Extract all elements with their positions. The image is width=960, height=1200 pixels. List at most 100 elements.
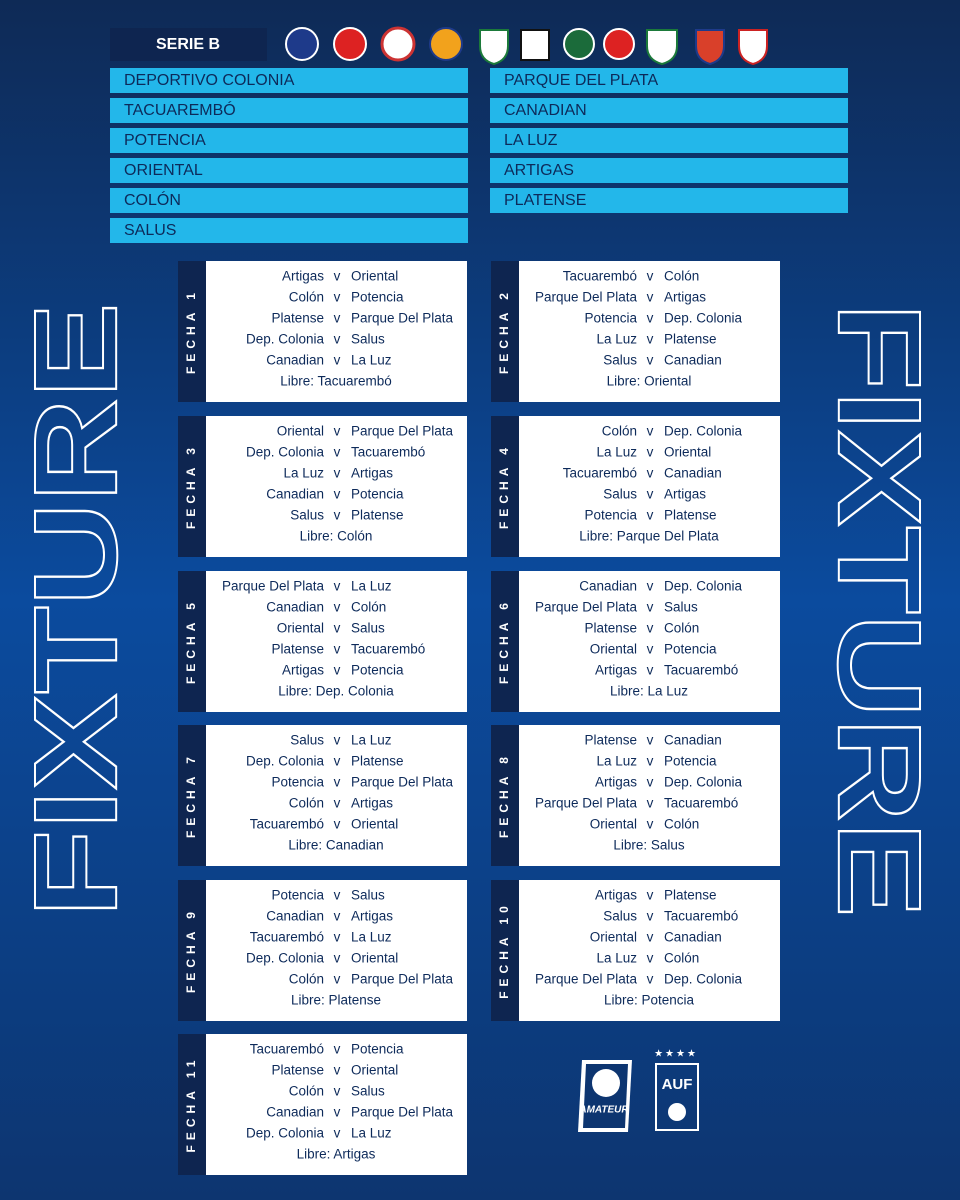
home-team: Canadian [579,579,637,594]
fecha-tab [178,1034,206,1175]
versus: v [647,424,654,439]
home-team: Salus [290,733,324,748]
home-team: Canadian [266,353,324,368]
away-team: Dep. Colonia [664,424,743,439]
away-team: Platense [664,508,717,523]
fecha-label: FECHA 2 [497,288,511,374]
fecha-card [206,416,467,557]
away-team: Salus [664,600,698,615]
versus: v [647,888,654,903]
home-team: Salus [290,508,324,523]
home-team: Dep. Colonia [246,951,325,966]
team-row [490,68,848,93]
versus: v [647,817,654,832]
home-team: Dep. Colonia [246,754,325,769]
ball [592,1069,620,1097]
versus: v [647,972,654,987]
logo [333,27,367,61]
versus: v [334,754,341,769]
away-team: Parque Del Plata [351,972,454,987]
versus: v [647,508,654,523]
versus: v [334,424,341,439]
versus: v [334,733,341,748]
home-team: Tacuarembó [250,817,324,832]
home-team: Tacuarembó [563,269,637,284]
away-team: Potencia [351,487,404,502]
versus: v [334,1084,341,1099]
home-team: Dep. Colonia [246,445,325,460]
fecha-card [519,261,780,402]
fecha-tab [178,880,206,1021]
away-team: Platense [664,332,717,347]
auf-logo: ★★★★ AUF [654,1049,699,1131]
fecha-tab [491,261,519,402]
fecha-label: FECHA 6 [497,598,511,684]
logo [429,27,463,61]
home-team: Canadian [266,600,324,615]
versus: v [334,796,341,811]
home-team: La Luz [596,332,637,347]
away-team: Oriental [351,269,398,284]
away-team: Platense [351,508,404,523]
fecha-card [519,571,780,712]
versus: v [334,1105,341,1120]
home-team: Platense [584,621,637,636]
versus: v [334,332,341,347]
home-team: Artigas [595,663,637,678]
fecha-label: FECHA 5 [184,598,198,684]
amateur-logo: AMATEUR [578,1060,632,1132]
away-team: Salus [351,332,385,347]
home-team: La Luz [596,445,637,460]
team-name: PLATENSE [504,192,586,209]
home-team: Tacuarembó [250,930,324,945]
away-team: Dep. Colonia [664,972,743,987]
versus: v [647,951,654,966]
away-team: Artigas [351,466,393,481]
versus: v [334,930,341,945]
away-team: Colón [664,269,699,284]
logo [563,28,595,60]
versus: v [334,642,341,657]
fecha-label: FECHA 4 [497,443,511,529]
home-team: Artigas [595,775,637,790]
home-team: Platense [271,1063,324,1078]
logo [380,26,416,62]
away-team: Salus [351,621,385,636]
team-name: COLÓN [124,190,181,209]
fecha-label: FECHA 3 [184,443,198,529]
home-team: Parque Del Plata [535,600,638,615]
fecha-label: FECHA 7 [184,752,198,838]
home-team: Artigas [282,269,324,284]
versus: v [647,775,654,790]
versus: v [334,951,341,966]
fecha-tab [491,880,519,1021]
home-team: Parque Del Plata [535,290,638,305]
away-team: La Luz [351,1126,392,1141]
home-team: Platense [271,311,324,326]
bye-team: Libre: Tacuarembó [280,374,392,389]
versus: v [334,817,341,832]
fecha-tab [178,261,206,402]
away-team: La Luz [351,579,392,594]
team-row [110,128,468,153]
versus: v [334,621,341,636]
logo [285,27,319,61]
team-name: ARTIGAS [504,162,574,179]
versus: v [334,579,341,594]
home-team: Potencia [271,888,324,903]
versus: v [334,269,341,284]
away-team: Parque Del Plata [351,775,454,790]
versus: v [647,642,654,657]
team-name: SALUS [124,222,176,239]
versus: v [647,269,654,284]
versus: v [647,487,654,502]
fecha-tab [178,571,206,712]
versus: v [334,353,341,368]
home-team: Parque Del Plata [222,579,325,594]
away-team: Canadian [664,466,722,481]
versus: v [334,290,341,305]
home-team: Oriental [277,621,324,636]
team-row [490,158,848,183]
away-team: Salus [351,1084,385,1099]
